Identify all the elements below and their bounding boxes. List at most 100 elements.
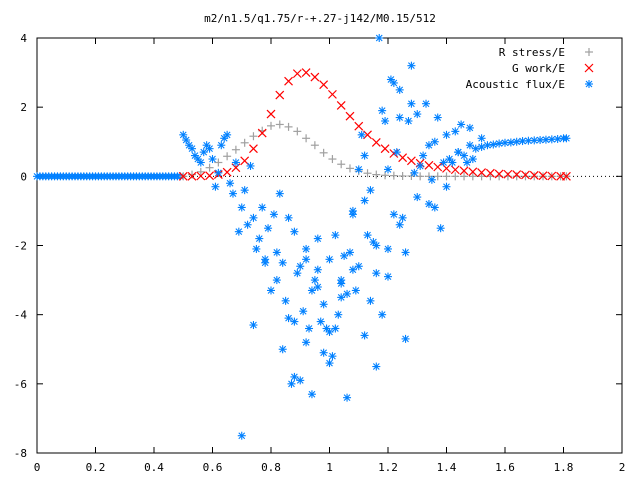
series-2-point-76 (401, 248, 410, 257)
series-2-point-41-d2 (299, 307, 307, 315)
series-2-point-87 (433, 113, 442, 122)
series-2-point-114 (553, 134, 562, 143)
series-0-point-2 (196, 167, 205, 176)
series-1-point-0-d2 (178, 171, 188, 181)
series-2-point-20 (237, 203, 246, 212)
series-2-point-122 (296, 262, 305, 271)
series-2-point-98 (465, 141, 474, 150)
series-2-point-104 (495, 139, 504, 148)
series-2-point-120-d2 (273, 276, 281, 284)
series-1-point-38-d2 (512, 170, 522, 180)
series-2-point-40-d2 (296, 376, 304, 384)
series-2-point-22 (243, 220, 252, 229)
series-2-point-27 (258, 203, 267, 212)
series-0-point-6 (231, 145, 240, 154)
series-1-point-16-d2 (319, 80, 329, 90)
series-2-point-78 (407, 99, 416, 108)
series-2-point-61-d2 (358, 131, 366, 139)
series-2-point-146 (290, 372, 299, 381)
series-1-point-9-d2 (257, 128, 267, 138)
series-2-point-11-d2 (212, 183, 219, 191)
series-2-point-153 (372, 362, 381, 371)
series-2-point-66-d2 (372, 242, 380, 249)
series-2-point-136-d2 (314, 235, 322, 242)
series-2-point-157-d2 (443, 183, 450, 191)
series-2-point-57-d2 (346, 249, 354, 256)
series-2-point-131 (401, 334, 410, 343)
series-2-point-55 (340, 251, 349, 260)
series-2-point-72-d2 (390, 79, 398, 87)
series-2-point-42-d2 (302, 255, 310, 263)
series-1-point-5-d2 (222, 167, 232, 177)
series-2-point-64-d2 (367, 297, 374, 305)
series-2-point-93 (451, 127, 460, 136)
series-2-point-75 (398, 213, 407, 222)
series-1-point-39 (521, 170, 530, 180)
series-2-point-84-d2 (425, 141, 433, 149)
series-2-point-96 (460, 151, 469, 160)
series-2-point-35 (281, 296, 290, 305)
series-2-point-117 (237, 431, 246, 440)
series-1-point-33-d2 (468, 167, 478, 177)
series-2-point-99 (468, 155, 477, 164)
series-2-point-62-d2 (361, 152, 368, 159)
series-2-point-154 (384, 272, 392, 281)
series-2-point-93-d2 (451, 127, 459, 135)
series-2-point-32-d2 (273, 249, 281, 256)
series-2-point-27-d2 (258, 204, 266, 211)
series-1-point-17-d2 (328, 89, 337, 99)
series-2-point-121-d2 (285, 214, 292, 222)
series-2-point-77-d2 (405, 117, 412, 125)
legend: R stress/E G work/E Acoustic flux/E (466, 46, 594, 91)
series-1-point-30-d2 (442, 163, 451, 173)
series-2-point-151-d2 (349, 266, 357, 274)
series-2-point-52 (331, 231, 340, 240)
series-2-point-79-d2 (410, 169, 418, 177)
y-tick-label: -6 (14, 378, 27, 391)
series-2-point-48 (319, 300, 328, 309)
series-2-point-44-d2 (308, 390, 316, 398)
series-2-point-6-d2 (197, 159, 205, 166)
series-2-point-152 (360, 331, 369, 340)
series-2-point-13 (217, 141, 226, 150)
series-1-point-18-d2 (336, 101, 346, 110)
series-2-point-125-d2 (331, 325, 339, 332)
series-2-point-140 (360, 196, 369, 205)
series-2-point-67 (375, 34, 384, 42)
series-2-point-156-d2 (431, 204, 439, 211)
series-2-point-46 (313, 265, 322, 274)
series-2-point-86 (430, 137, 439, 146)
series-2-point-74-d2 (396, 114, 404, 121)
series-1-point-3 (205, 171, 214, 181)
series-2-point-145 (278, 345, 287, 354)
series-2-point-140-d2 (361, 197, 368, 204)
series-2-point-44 (307, 390, 316, 399)
series-1-point-19-d2 (345, 111, 355, 121)
series-2-point-125 (331, 324, 340, 333)
series-1-point-40-d2 (529, 170, 539, 180)
series-2-point-25 (252, 244, 261, 253)
x-tick-label: 1.4 (437, 461, 457, 474)
series-0-point-23 (381, 171, 390, 180)
x-tick-label: 1.2 (378, 461, 398, 474)
series-1-point-31-d2 (450, 165, 460, 175)
legend-marker-0 (585, 48, 593, 56)
series-2-point-91-d2 (446, 155, 453, 163)
series-0-point-10 (267, 121, 275, 130)
legend-label-1: G work/E (512, 62, 565, 75)
series-2-point-95 (457, 120, 466, 129)
series-2-point-89-d2 (440, 159, 447, 166)
series-1-point-11-d2 (275, 90, 285, 100)
series-2-point-79 (410, 168, 419, 177)
series-1-point-12 (284, 76, 293, 86)
series-1-point-41-d2 (538, 171, 548, 181)
series-2-point-48-d2 (320, 300, 328, 308)
series-2-point-117-d2 (238, 432, 246, 440)
series-2-point-90 (442, 130, 451, 139)
series-1-point-3-d2 (205, 171, 214, 181)
series-2-point-61 (357, 130, 366, 139)
series-2-point-9 (205, 144, 214, 153)
series-1-point-13-d2 (292, 69, 302, 79)
series-0-point-7 (240, 138, 249, 147)
series-2-point-38-d2 (291, 228, 298, 236)
